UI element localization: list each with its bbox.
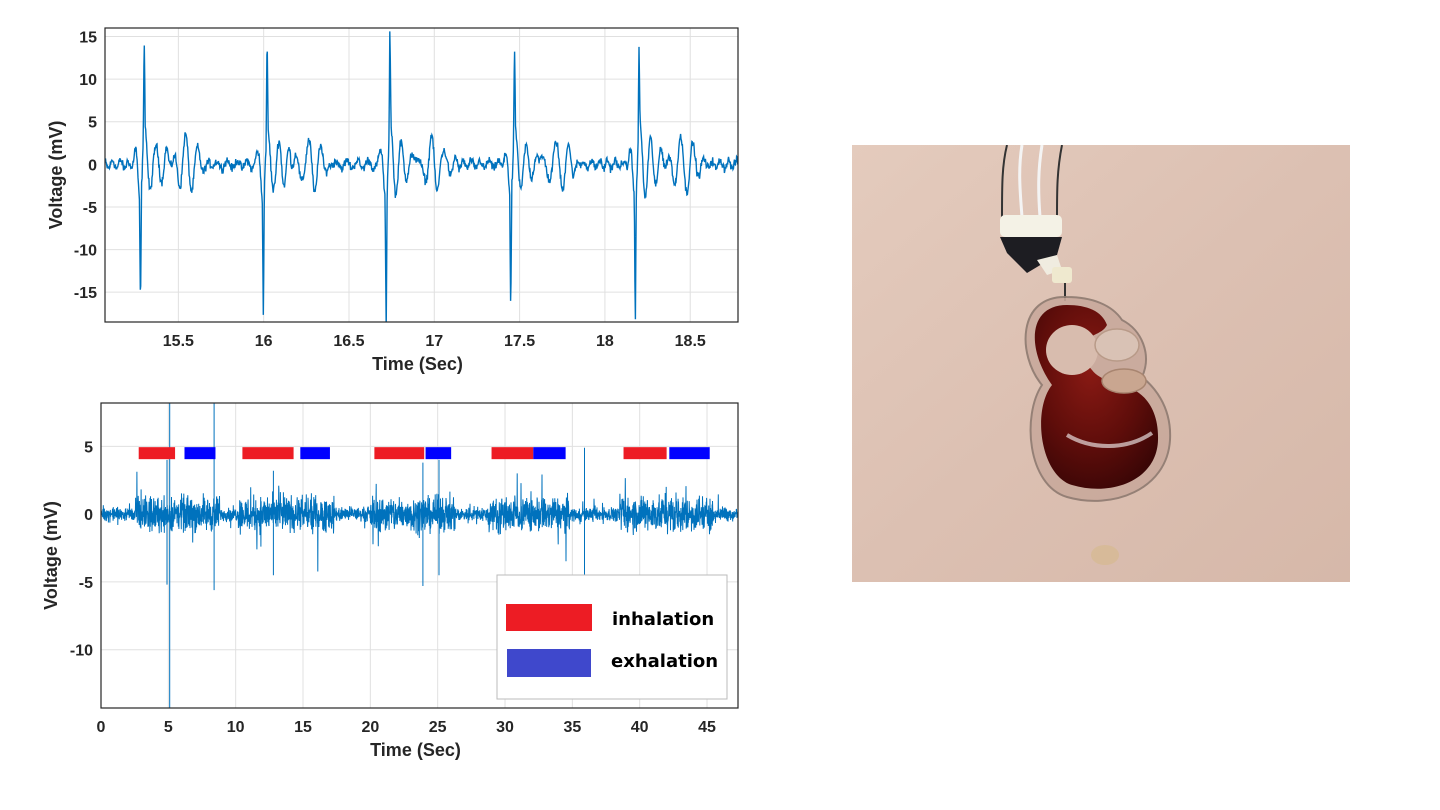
plot-frame (104, 27, 739, 323)
exhalation-bar (533, 447, 566, 460)
x-tick-label: 16.5 (333, 333, 364, 350)
sensor-wires (1001, 145, 1063, 218)
inhalation-bar (242, 447, 294, 460)
y-axis-label: Voltage (mV) (46, 121, 66, 230)
legend-label-inhalation: inhalation (612, 609, 714, 630)
legend-swatch-inhalation (506, 604, 592, 631)
x-tick-label: 15.5 (163, 333, 194, 350)
x-tick-label: 40 (631, 719, 649, 736)
microfluidic-device (1024, 295, 1172, 502)
x-tick-label: 17 (425, 333, 443, 350)
x-tick-label: 20 (361, 719, 379, 736)
x-tick-label: 30 (496, 719, 514, 736)
y-tick-label: 5 (84, 439, 93, 456)
x-tick-label: 18 (596, 333, 614, 350)
connector-clamp (1000, 215, 1062, 237)
inhalation-bar (138, 447, 176, 460)
breathing-chart: 0 5 10 15 20 25 30 35 40 45 -10 -5 0 5 Time (Sec) Volta… (41, 402, 739, 760)
inhalation-bar (491, 447, 534, 460)
skin-spot (1091, 545, 1119, 565)
y-tick-label: 10 (79, 72, 97, 89)
connector-pin (1052, 267, 1072, 283)
exhalation-bar (184, 447, 216, 460)
x-tick-label: 5 (164, 719, 173, 736)
inhalation-bar (374, 447, 425, 460)
y-axis-label: Voltage (mV) (41, 501, 61, 610)
x-axis-label: Time (Sec) (372, 354, 463, 374)
y-tick-label: 15 (79, 30, 97, 47)
plot-frame (100, 402, 739, 709)
y-tick-label: 5 (88, 115, 97, 132)
x-tick-label: 25 (429, 719, 447, 736)
flex-cable (1000, 237, 1062, 273)
y-tick-label: -5 (83, 200, 97, 217)
x-tick-label: 45 (698, 719, 716, 736)
x-tick-label: 35 (563, 719, 581, 736)
x-tick-label: 16 (255, 333, 273, 350)
exhalation-bar (425, 447, 452, 460)
exhalation-bar (300, 447, 330, 460)
x-tick-label: 10 (227, 719, 245, 736)
legend: inhalation exhalation (496, 574, 728, 700)
y-tick-label: -15 (74, 285, 97, 302)
legend-box (496, 574, 728, 700)
y-tick-label: -10 (74, 243, 97, 260)
ecg-chart: 15.5 16 16.5 17 17.5 18 18.5 -15 -10 -5 0 5 10 15 Time… (46, 27, 739, 374)
exhalation-bar (669, 447, 710, 460)
x-axis-label: Time (Sec) (370, 740, 461, 760)
y-tick-label: 0 (84, 507, 93, 524)
x-tick-label: 0 (97, 719, 106, 736)
signal-line (101, 403, 738, 708)
y-tick-label: -10 (70, 643, 93, 660)
y-tick-label: 0 (88, 157, 97, 174)
legend-label-exhalation: exhalation (611, 651, 718, 672)
x-tick-label: 17.5 (504, 333, 535, 350)
inhalation-bar (623, 447, 667, 460)
signal-line (105, 31, 738, 322)
x-tick-label: 18.5 (675, 333, 706, 350)
legend-swatch-exhalation (507, 649, 591, 677)
sensor-photo (852, 145, 1350, 582)
x-tick-label: 15 (294, 719, 312, 736)
y-tick-label: -5 (79, 575, 93, 592)
